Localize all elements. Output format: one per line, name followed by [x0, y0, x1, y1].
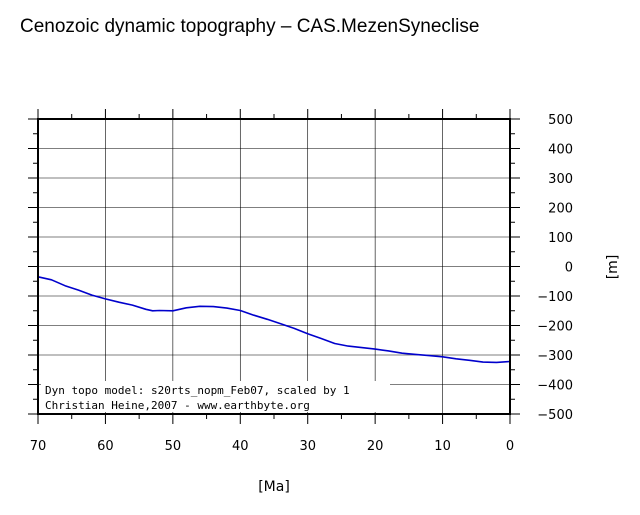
annotation-text: Dyn topo model: s20rts_nopm_Feb07, scale… [45, 384, 350, 397]
y-tick-label: 500 [548, 113, 573, 128]
grid [37, 118, 511, 415]
y-tick-label: 100 [548, 231, 573, 246]
y-tick-label: −100 [537, 290, 573, 305]
y-tick-label: −200 [537, 320, 573, 335]
x-tick-labels: 70 60 50 40 30 20 10 0 [30, 439, 514, 454]
x-tick-label: 60 [97, 439, 114, 454]
y-tick-label: 200 [548, 202, 573, 217]
x-tick-label: 30 [299, 439, 316, 454]
y-tick-label: −400 [537, 379, 573, 394]
x-tick-label: 10 [434, 439, 451, 454]
series-line [37, 276, 511, 364]
x-axis-label: [Ma] [258, 479, 290, 495]
x-tick-label: 40 [232, 439, 249, 454]
chart-title: Cenozoic dynamic topography – CAS.MezenS… [20, 16, 480, 37]
y-tick-label: 400 [548, 143, 573, 158]
x-tick-label: 50 [165, 439, 182, 454]
x-tick-label: 70 [30, 439, 47, 454]
y-axis-label: [m] [605, 255, 621, 280]
annotation-text: Christian Heine,2007 - www.earthbyte.org [45, 399, 310, 412]
plot-frame [37, 118, 511, 415]
annotations: Dyn topo model: s20rts_nopm_Feb07, scale… [41, 381, 390, 412]
annotation-box [41, 381, 390, 412]
x-tick-label: 20 [367, 439, 384, 454]
y-tick-label: 0 [565, 261, 573, 276]
series-layer [37, 276, 511, 364]
y-tick-label: −500 [537, 408, 573, 423]
y-tick-labels: 500 400 300 200 100 0 −100 −200 −300 −400 −500 [537, 113, 573, 423]
x-tick-label: 0 [506, 439, 514, 454]
y-tick-label: 300 [548, 172, 573, 187]
y-tick-label: −300 [537, 349, 573, 364]
